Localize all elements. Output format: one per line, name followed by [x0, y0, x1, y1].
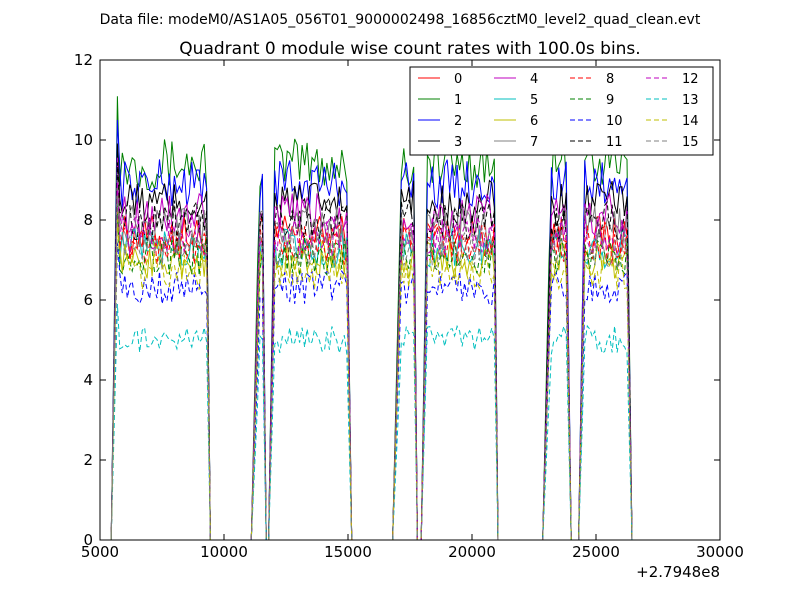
legend-label-7: 7: [530, 135, 538, 150]
x-tick-label: 5000: [81, 543, 119, 561]
x-tick-label: 15000: [324, 543, 372, 561]
legend-label-13: 13: [682, 93, 699, 108]
legend-label-1: 1: [454, 93, 462, 108]
y-tick-label: 4: [83, 371, 93, 389]
x-tick-label: 30000: [696, 543, 744, 561]
legend-label-5: 5: [530, 93, 538, 108]
series-line-2: [110, 119, 633, 540]
series-line-7: [110, 171, 633, 540]
y-tick-label: 8: [83, 211, 93, 229]
legend-label-2: 2: [454, 114, 462, 129]
y-tick-label: 0: [83, 531, 93, 549]
chart-title: Quadrant 0 module wise count rates with …: [179, 39, 640, 59]
legend-label-4: 4: [530, 72, 538, 87]
legend-label-12: 12: [682, 72, 699, 87]
series-line-9: [110, 204, 633, 540]
series-line-15: [110, 195, 633, 540]
x-offset-label: +2.7948e8: [636, 563, 720, 581]
legend-label-9: 9: [606, 93, 614, 108]
y-tick-label: 2: [83, 451, 93, 469]
legend-label-8: 8: [606, 72, 614, 87]
legend-label-6: 6: [530, 114, 538, 129]
series-line-10: [110, 242, 633, 540]
legend-label-10: 10: [606, 114, 623, 129]
x-tick-label: 25000: [572, 543, 620, 561]
series-line-4: [110, 157, 633, 540]
series-line-11: [110, 162, 633, 540]
legend-label-14: 14: [682, 114, 699, 129]
series-line-12: [110, 181, 633, 540]
series-line-1: [110, 96, 633, 540]
y-tick-label: 12: [74, 51, 93, 69]
legend-label-3: 3: [454, 135, 462, 150]
x-tick-label: 10000: [200, 543, 248, 561]
legend-label-11: 11: [606, 135, 623, 150]
y-tick-label: 10: [74, 131, 93, 149]
x-tick-label: 20000: [448, 543, 496, 561]
series-line-14: [110, 223, 633, 540]
series-line-13: [110, 303, 633, 540]
legend-box: [409, 66, 714, 156]
y-tick-label: 6: [83, 291, 93, 309]
legend-label-15: 15: [682, 135, 699, 150]
suptitle: Data file: modeM0/AS1A05_056T01_90000024…: [100, 12, 701, 28]
legend-label-0: 0: [454, 72, 462, 87]
